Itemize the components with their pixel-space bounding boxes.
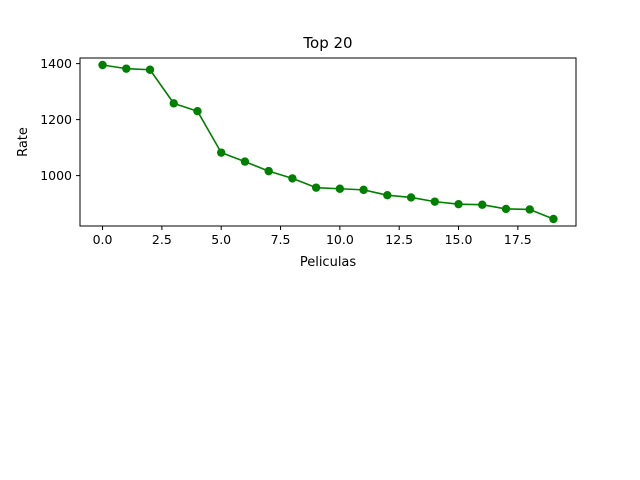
data-point [169, 99, 178, 108]
data-point [525, 205, 534, 214]
y-tick-label: 1200 [40, 112, 72, 127]
x-tick-label: 2.5 [152, 232, 172, 247]
data-point [217, 148, 226, 157]
x-tick-label: 5.0 [211, 232, 231, 247]
x-tick-label: 7.5 [271, 232, 291, 247]
x-axis-label: Peliculas [300, 255, 357, 270]
data-point [240, 157, 250, 166]
plot-area [98, 60, 558, 224]
data-point [98, 60, 107, 70]
data-point [122, 64, 131, 73]
data-point [264, 166, 273, 176]
data-point [549, 214, 558, 224]
x-axis: 0.0 2.5 5.0 7.5 10.0 12.5 15.0 17.5 [93, 226, 532, 247]
data-point [383, 191, 392, 200]
axes-frame [79, 57, 577, 227]
y-axis: 1000 1200 1400 [40, 56, 80, 183]
data-point [335, 184, 345, 193]
data-point [359, 185, 368, 195]
y-axis-label: Rate [16, 127, 31, 157]
data-point [406, 193, 416, 202]
x-tick-label: 15.0 [445, 232, 473, 247]
x-tick-label: 10.0 [326, 232, 354, 247]
x-tick-label: 17.5 [504, 232, 532, 247]
data-point [454, 199, 463, 209]
data-point [193, 107, 202, 116]
y-tick-label: 1000 [40, 168, 72, 183]
x-tick-label: 12.5 [385, 232, 413, 247]
x-tick-label: 0.0 [93, 232, 113, 247]
data-point [311, 183, 321, 192]
chart-title: Top 20 [302, 34, 352, 52]
data-point [501, 204, 511, 214]
data-point [478, 200, 487, 209]
data-point [145, 65, 155, 74]
data-point [288, 174, 297, 183]
y-tick-label: 1400 [40, 56, 72, 71]
data-point [430, 197, 439, 206]
